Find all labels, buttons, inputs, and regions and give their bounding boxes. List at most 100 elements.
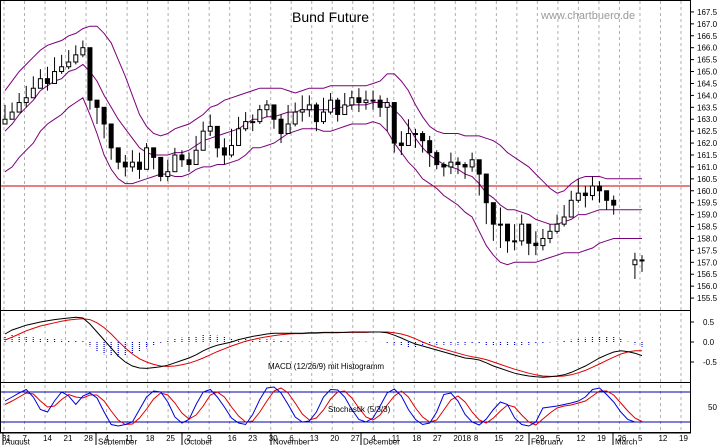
- candle-body: [158, 156, 164, 177]
- x-tick-label: 22: [515, 434, 524, 443]
- candle-body: [328, 99, 334, 113]
- candle-body: [420, 133, 426, 142]
- candle-body: [186, 159, 192, 166]
- candle-body: [2, 118, 8, 125]
- candle-body: [80, 47, 86, 56]
- candle-body: [469, 159, 475, 168]
- stoch-d-line: [4, 387, 643, 426]
- x-tick-label: 28: [84, 434, 93, 443]
- candle-body: [554, 223, 560, 232]
- x-tick-label: 11: [392, 434, 401, 443]
- x-tick-label: 6: [289, 434, 294, 443]
- x-tick-label: 11: [125, 434, 134, 443]
- candle-body: [342, 104, 348, 115]
- month-label: February: [531, 438, 563, 445]
- candle-body: [59, 66, 65, 73]
- candle-body: [639, 259, 645, 262]
- candle-body: [313, 104, 319, 123]
- candle-body: [52, 71, 58, 84]
- price-y-tick-label: 162.0: [697, 139, 718, 148]
- candle-body: [448, 161, 454, 168]
- candle-body: [476, 159, 482, 175]
- candle-body: [604, 190, 610, 201]
- candle-body: [497, 223, 503, 226]
- price-y-tick-label: 165.0: [697, 68, 718, 77]
- candle-body: [413, 133, 419, 136]
- axis-layer: 31 7 14 21 28 4 11 18 25 2 9 16 23 30 6 13 20 27 4 11 18 27 20…: [0, 8, 718, 445]
- price-y-tick-label: 164.5: [697, 79, 718, 88]
- candle-body: [228, 144, 234, 156]
- stoch-label: Stochastik (5/3/3): [328, 405, 391, 414]
- candle-body: [66, 61, 72, 68]
- candle-body: [179, 154, 185, 161]
- candle-body: [207, 125, 213, 132]
- candle-body: [483, 173, 489, 204]
- candle-body: [94, 99, 100, 108]
- candle-body: [490, 202, 496, 225]
- price-y-tick-label: 167.0: [697, 20, 718, 29]
- stoch-k-line: [4, 386, 642, 427]
- chart-title: Bund Future: [292, 9, 369, 25]
- x-tick-label: 16: [228, 434, 237, 443]
- candle-body: [391, 102, 397, 144]
- candle-body: [568, 199, 574, 218]
- candle-body: [597, 185, 603, 192]
- candle-body: [561, 216, 567, 225]
- month-label: October: [184, 438, 213, 445]
- price-y-tick-label: 165.5: [697, 56, 718, 65]
- candle-body: [384, 102, 390, 108]
- x-tick-label: 20: [330, 434, 339, 443]
- candle-body: [221, 147, 227, 156]
- candle-body: [512, 240, 518, 243]
- x-tick-label: 23: [248, 434, 257, 443]
- candle-body: [115, 147, 121, 163]
- month-label: September: [98, 438, 137, 445]
- candle-body: [23, 97, 29, 104]
- price-y-tick-label: 160.0: [697, 187, 718, 196]
- x-tick-label: 2: [187, 434, 192, 443]
- price-y-tick-label: 163.0: [697, 115, 718, 124]
- price-y-tick-label: 156.0: [697, 282, 718, 291]
- x-tick-label: 25: [166, 434, 175, 443]
- macd-layer: [4, 316, 643, 378]
- candle-body: [582, 192, 588, 197]
- candle-body: [172, 154, 178, 173]
- watermark: www.chartbuero.de: [540, 10, 635, 22]
- candle-body: [214, 125, 220, 149]
- x-tick-label: 30: [269, 434, 278, 443]
- price-y-tick-label: 157.0: [697, 258, 718, 267]
- price-y-tick-label: 157.5: [697, 246, 718, 255]
- candle-body: [321, 111, 326, 123]
- candle-body: [30, 87, 36, 99]
- candle-body: [427, 140, 433, 154]
- candle-body: [589, 185, 595, 197]
- candle-body: [434, 152, 440, 166]
- candle-body: [306, 104, 312, 111]
- candle-body: [243, 121, 249, 130]
- price-y-tick-label: 159.0: [697, 211, 718, 220]
- month-label: December: [363, 438, 400, 445]
- price-y-tick-label: 166.0: [697, 44, 718, 53]
- x-tick-label: 27: [433, 434, 442, 443]
- price-y-tick-label: 160.5: [697, 175, 718, 184]
- x-tick-label: 15: [494, 434, 503, 443]
- stoch-y-tick-label: 50: [708, 403, 717, 412]
- x-tick-label: 26: [617, 434, 626, 443]
- macd-label: MACD (12/26/9) mit Histogramm: [268, 362, 384, 371]
- candle-body: [462, 164, 468, 168]
- candle-body: [9, 111, 15, 120]
- x-tick-label: 18: [412, 434, 421, 443]
- x-tick-label: 8: [474, 434, 479, 443]
- candle-body: [200, 130, 206, 151]
- stoch-layer: [1, 386, 690, 427]
- candle-body: [611, 199, 617, 206]
- candle-body: [398, 142, 404, 146]
- month-label: November: [273, 438, 310, 445]
- stoch-panel-frame: [0, 382, 691, 433]
- x-tick-label: 7: [23, 434, 28, 443]
- candle-body: [144, 147, 150, 170]
- candle-body: [193, 149, 199, 166]
- x-tick-label: 12: [658, 434, 667, 443]
